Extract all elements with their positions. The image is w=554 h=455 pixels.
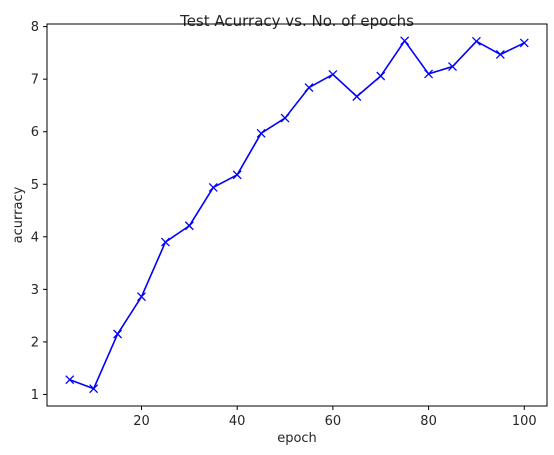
plot-frame <box>46 23 548 407</box>
data-point-marker <box>65 375 75 385</box>
plot-area <box>65 36 529 394</box>
y-tick-label: 4 <box>31 230 39 245</box>
data-point-marker <box>495 50 505 59</box>
data-point-marker <box>424 69 434 79</box>
x-tick-label: 60 <box>325 414 342 429</box>
y-tick-label: 7 <box>31 73 39 88</box>
data-point-marker <box>328 69 338 79</box>
data-point-marker <box>184 221 194 231</box>
x-tick-label: 20 <box>133 414 150 429</box>
data-point-marker <box>208 182 218 192</box>
y-tick-label: 8 <box>31 20 39 35</box>
data-point-marker <box>400 36 410 46</box>
data-point-marker <box>448 62 457 72</box>
chart-title: Test Acurracy vs. No. of epochs <box>179 12 414 30</box>
data-point-marker <box>137 292 146 302</box>
data-point-marker <box>519 38 529 48</box>
x-axis-label: epoch <box>277 431 317 446</box>
data-point-marker <box>471 36 481 46</box>
y-tick-label: 3 <box>31 283 39 298</box>
data-point-marker <box>376 71 386 81</box>
data-point-marker <box>304 83 314 93</box>
data-point-marker <box>232 170 242 180</box>
y-tick-label: 1 <box>31 388 39 403</box>
y-tick-label: 2 <box>31 335 39 350</box>
y-tick-label: 6 <box>31 125 39 140</box>
data-point-marker <box>280 113 290 123</box>
data-point-marker <box>89 384 99 394</box>
data-point-marker <box>160 237 170 247</box>
y-axis-label: acurracy <box>11 186 26 243</box>
series-line <box>69 40 525 390</box>
x-axis: 20 40 60 80 100 <box>133 406 537 429</box>
data-point-marker <box>113 329 123 339</box>
data-point-marker <box>352 92 362 101</box>
x-tick-label: 100 <box>512 414 537 429</box>
y-tick-label: 5 <box>31 178 39 193</box>
x-tick-label: 40 <box>229 414 246 429</box>
data-point-marker <box>256 128 266 138</box>
y-axis: 1 2 3 4 5 6 7 8 <box>31 20 47 403</box>
x-tick-label: 80 <box>420 414 437 429</box>
